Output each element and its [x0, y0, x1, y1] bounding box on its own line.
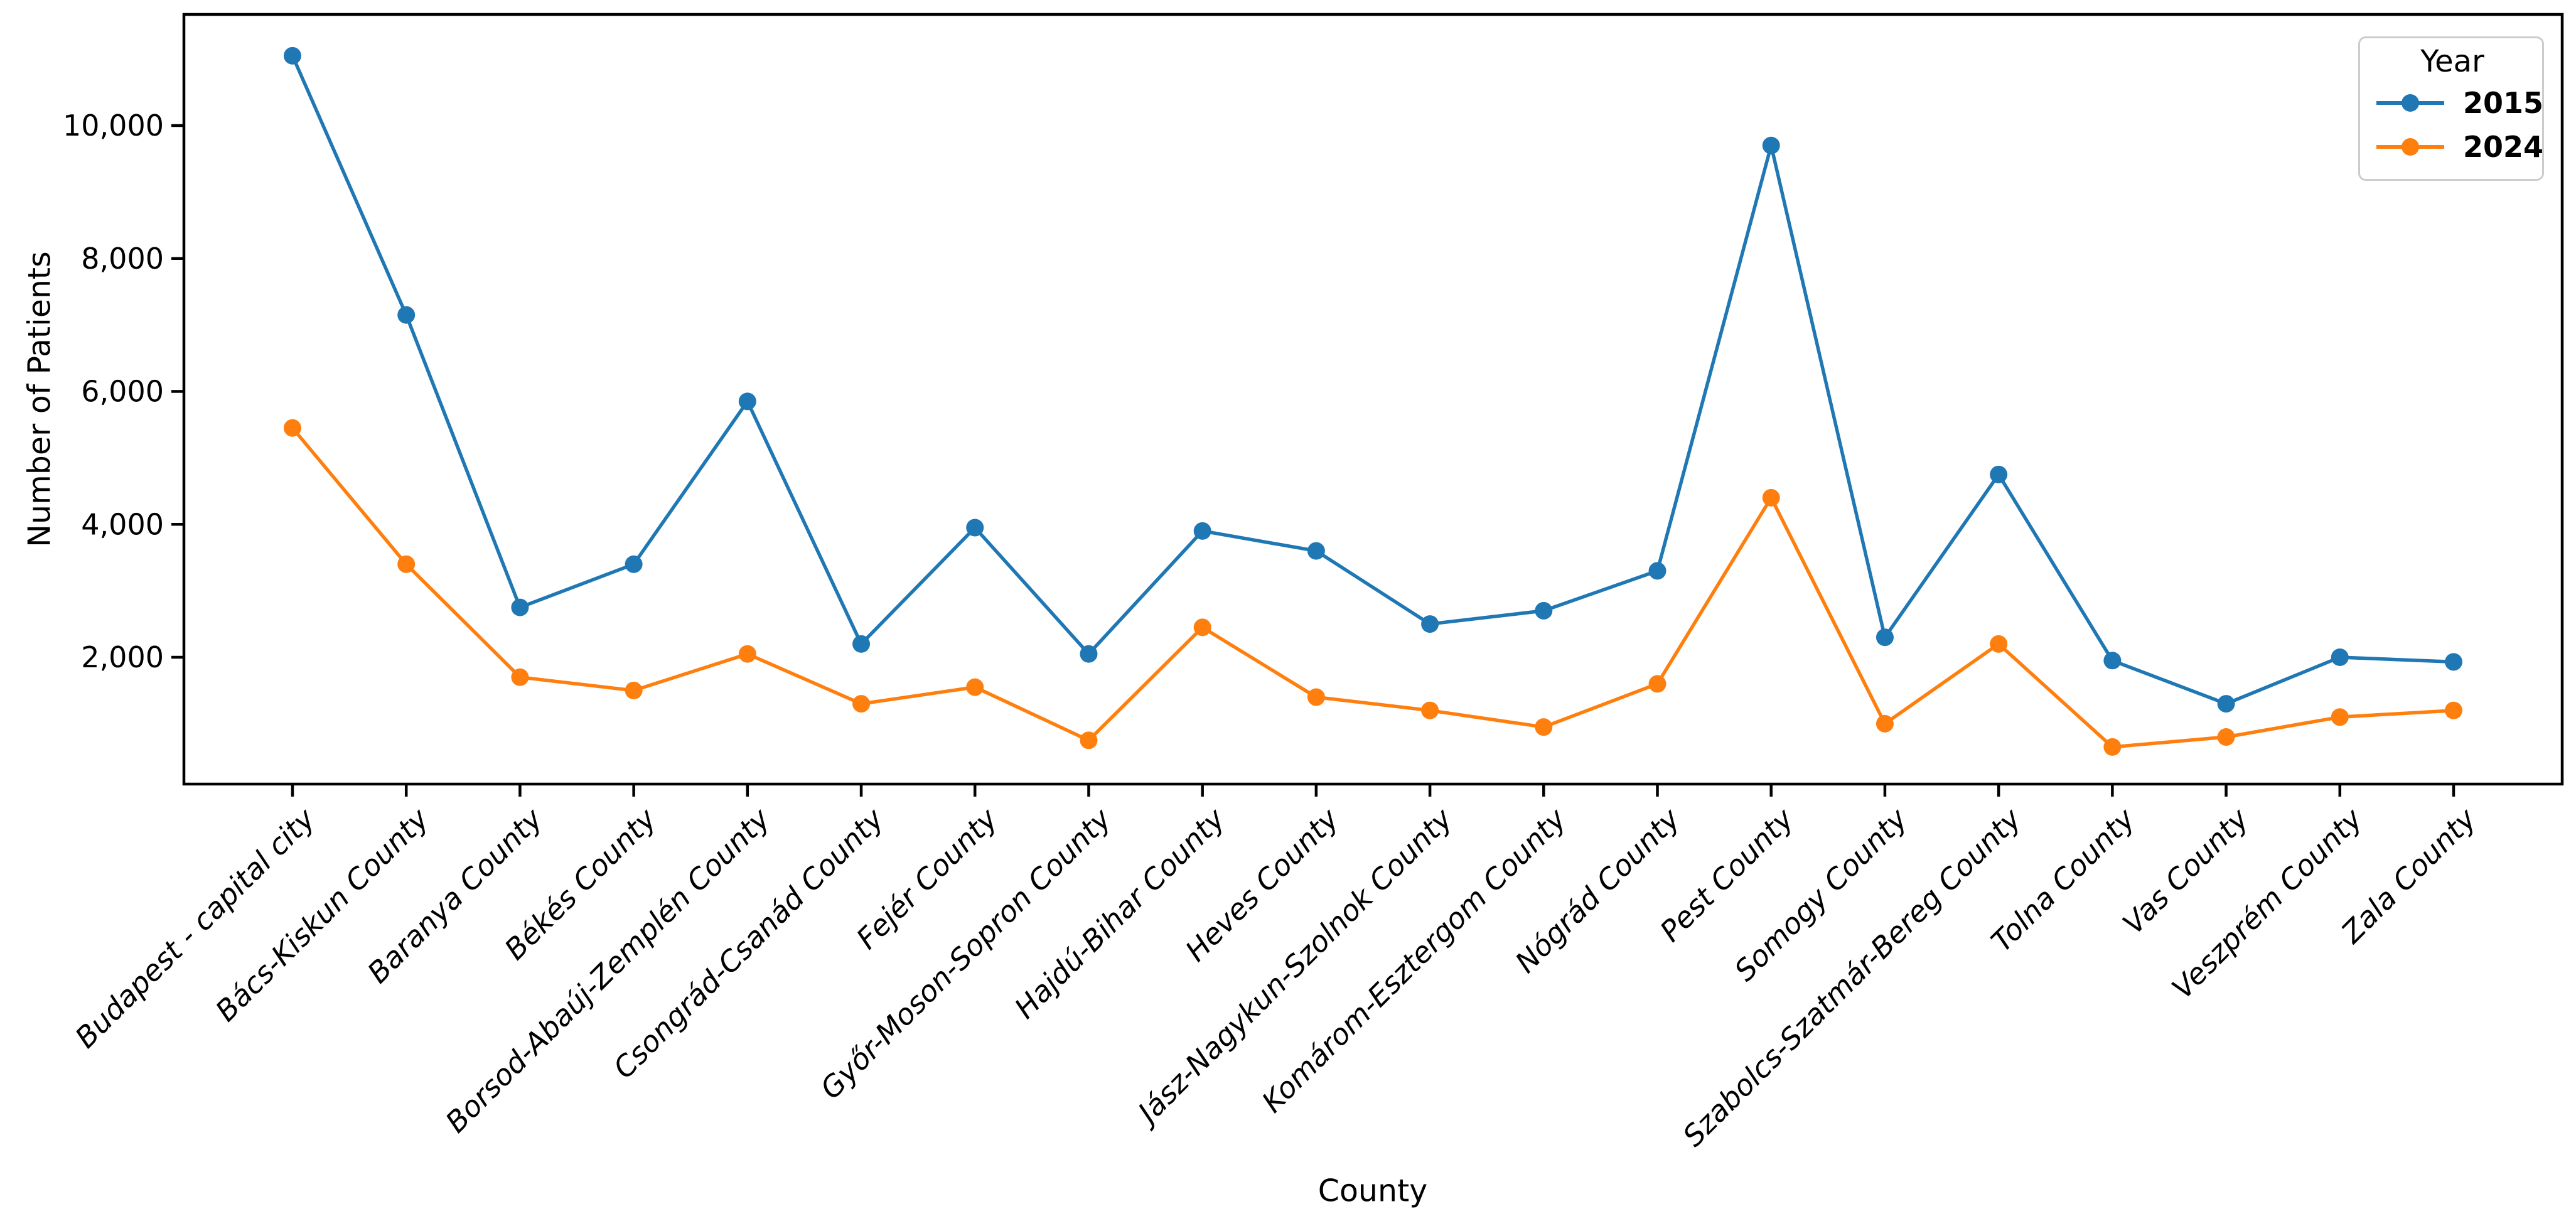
data-point-2024 — [2217, 728, 2235, 746]
legend: Year 2015 2024 — [2358, 36, 2544, 181]
plot-border — [182, 13, 2564, 786]
x-axis-title: County — [1318, 1173, 1428, 1209]
data-point-2024 — [1080, 731, 1098, 750]
data-point-2015 — [1193, 522, 1211, 540]
legend-title: Year — [2420, 44, 2484, 79]
legend-entry-label: 2015 — [2463, 86, 2544, 120]
legend-entry-2015: 2015 — [2369, 81, 2543, 125]
data-point-2024 — [1990, 635, 2008, 653]
data-point-2024 — [2331, 708, 2349, 726]
data-point-2024 — [738, 645, 756, 663]
legend-entry-2024: 2024 — [2369, 125, 2543, 169]
data-point-2024 — [1648, 675, 1666, 693]
data-point-2015 — [2445, 653, 2462, 671]
data-point-2015 — [1990, 465, 2008, 483]
data-point-2024 — [625, 681, 643, 699]
legend-swatch-icon — [2376, 94, 2444, 112]
y-tick-label: 8,000 — [81, 242, 164, 276]
data-point-2024 — [852, 695, 871, 713]
data-point-2015 — [511, 598, 529, 616]
data-point-2015 — [625, 555, 643, 573]
x-tick-label: Hajdú-Bihar County — [1008, 801, 1232, 1025]
data-point-2024 — [511, 668, 529, 686]
data-point-2015 — [2331, 648, 2349, 666]
data-point-2024 — [2445, 701, 2462, 719]
data-point-2015 — [966, 519, 984, 537]
data-point-2015 — [2103, 652, 2122, 670]
data-point-2024 — [1762, 488, 1780, 507]
data-point-2024 — [2103, 738, 2122, 756]
data-point-2015 — [284, 46, 301, 65]
data-point-2015 — [1648, 562, 1666, 580]
legend-entries: 2015 2024 — [2369, 81, 2543, 169]
data-point-2024 — [1535, 718, 1553, 736]
y-tick-label: 6,000 — [81, 375, 164, 409]
y-tick-label: 10,000 — [63, 109, 164, 142]
series-line-2015 — [291, 54, 2455, 706]
data-point-2024 — [284, 419, 301, 437]
x-tick-label: Budapest - capital city — [68, 801, 322, 1055]
legend-entry-label: 2024 — [2463, 130, 2544, 164]
data-point-2024 — [1193, 618, 1211, 637]
y-axis-title: Number of Patients — [21, 251, 58, 547]
y-tick-label: 4,000 — [81, 507, 164, 541]
data-point-2024 — [966, 678, 984, 696]
data-point-2015 — [1876, 628, 1894, 647]
data-point-2015 — [1535, 601, 1553, 620]
x-tick-label: Veszprém County — [2165, 801, 2369, 1005]
data-point-2015 — [852, 635, 871, 653]
data-point-2015 — [397, 306, 416, 324]
data-point-2015 — [1307, 542, 1325, 560]
data-point-2015 — [738, 392, 756, 411]
data-point-2024 — [1307, 688, 1325, 706]
series-line-2024 — [291, 426, 2455, 749]
data-point-2015 — [1421, 615, 1439, 633]
data-point-2024 — [1876, 714, 1894, 733]
data-point-2015 — [2217, 695, 2235, 713]
data-point-2024 — [1421, 701, 1439, 719]
y-tick-label: 2,000 — [81, 640, 164, 674]
data-point-2015 — [1762, 136, 1780, 154]
data-point-2015 — [1080, 645, 1098, 663]
x-tick-label: Bács-Kiskun County — [209, 801, 436, 1028]
legend-swatch-icon — [2376, 138, 2444, 156]
data-point-2024 — [397, 555, 416, 573]
